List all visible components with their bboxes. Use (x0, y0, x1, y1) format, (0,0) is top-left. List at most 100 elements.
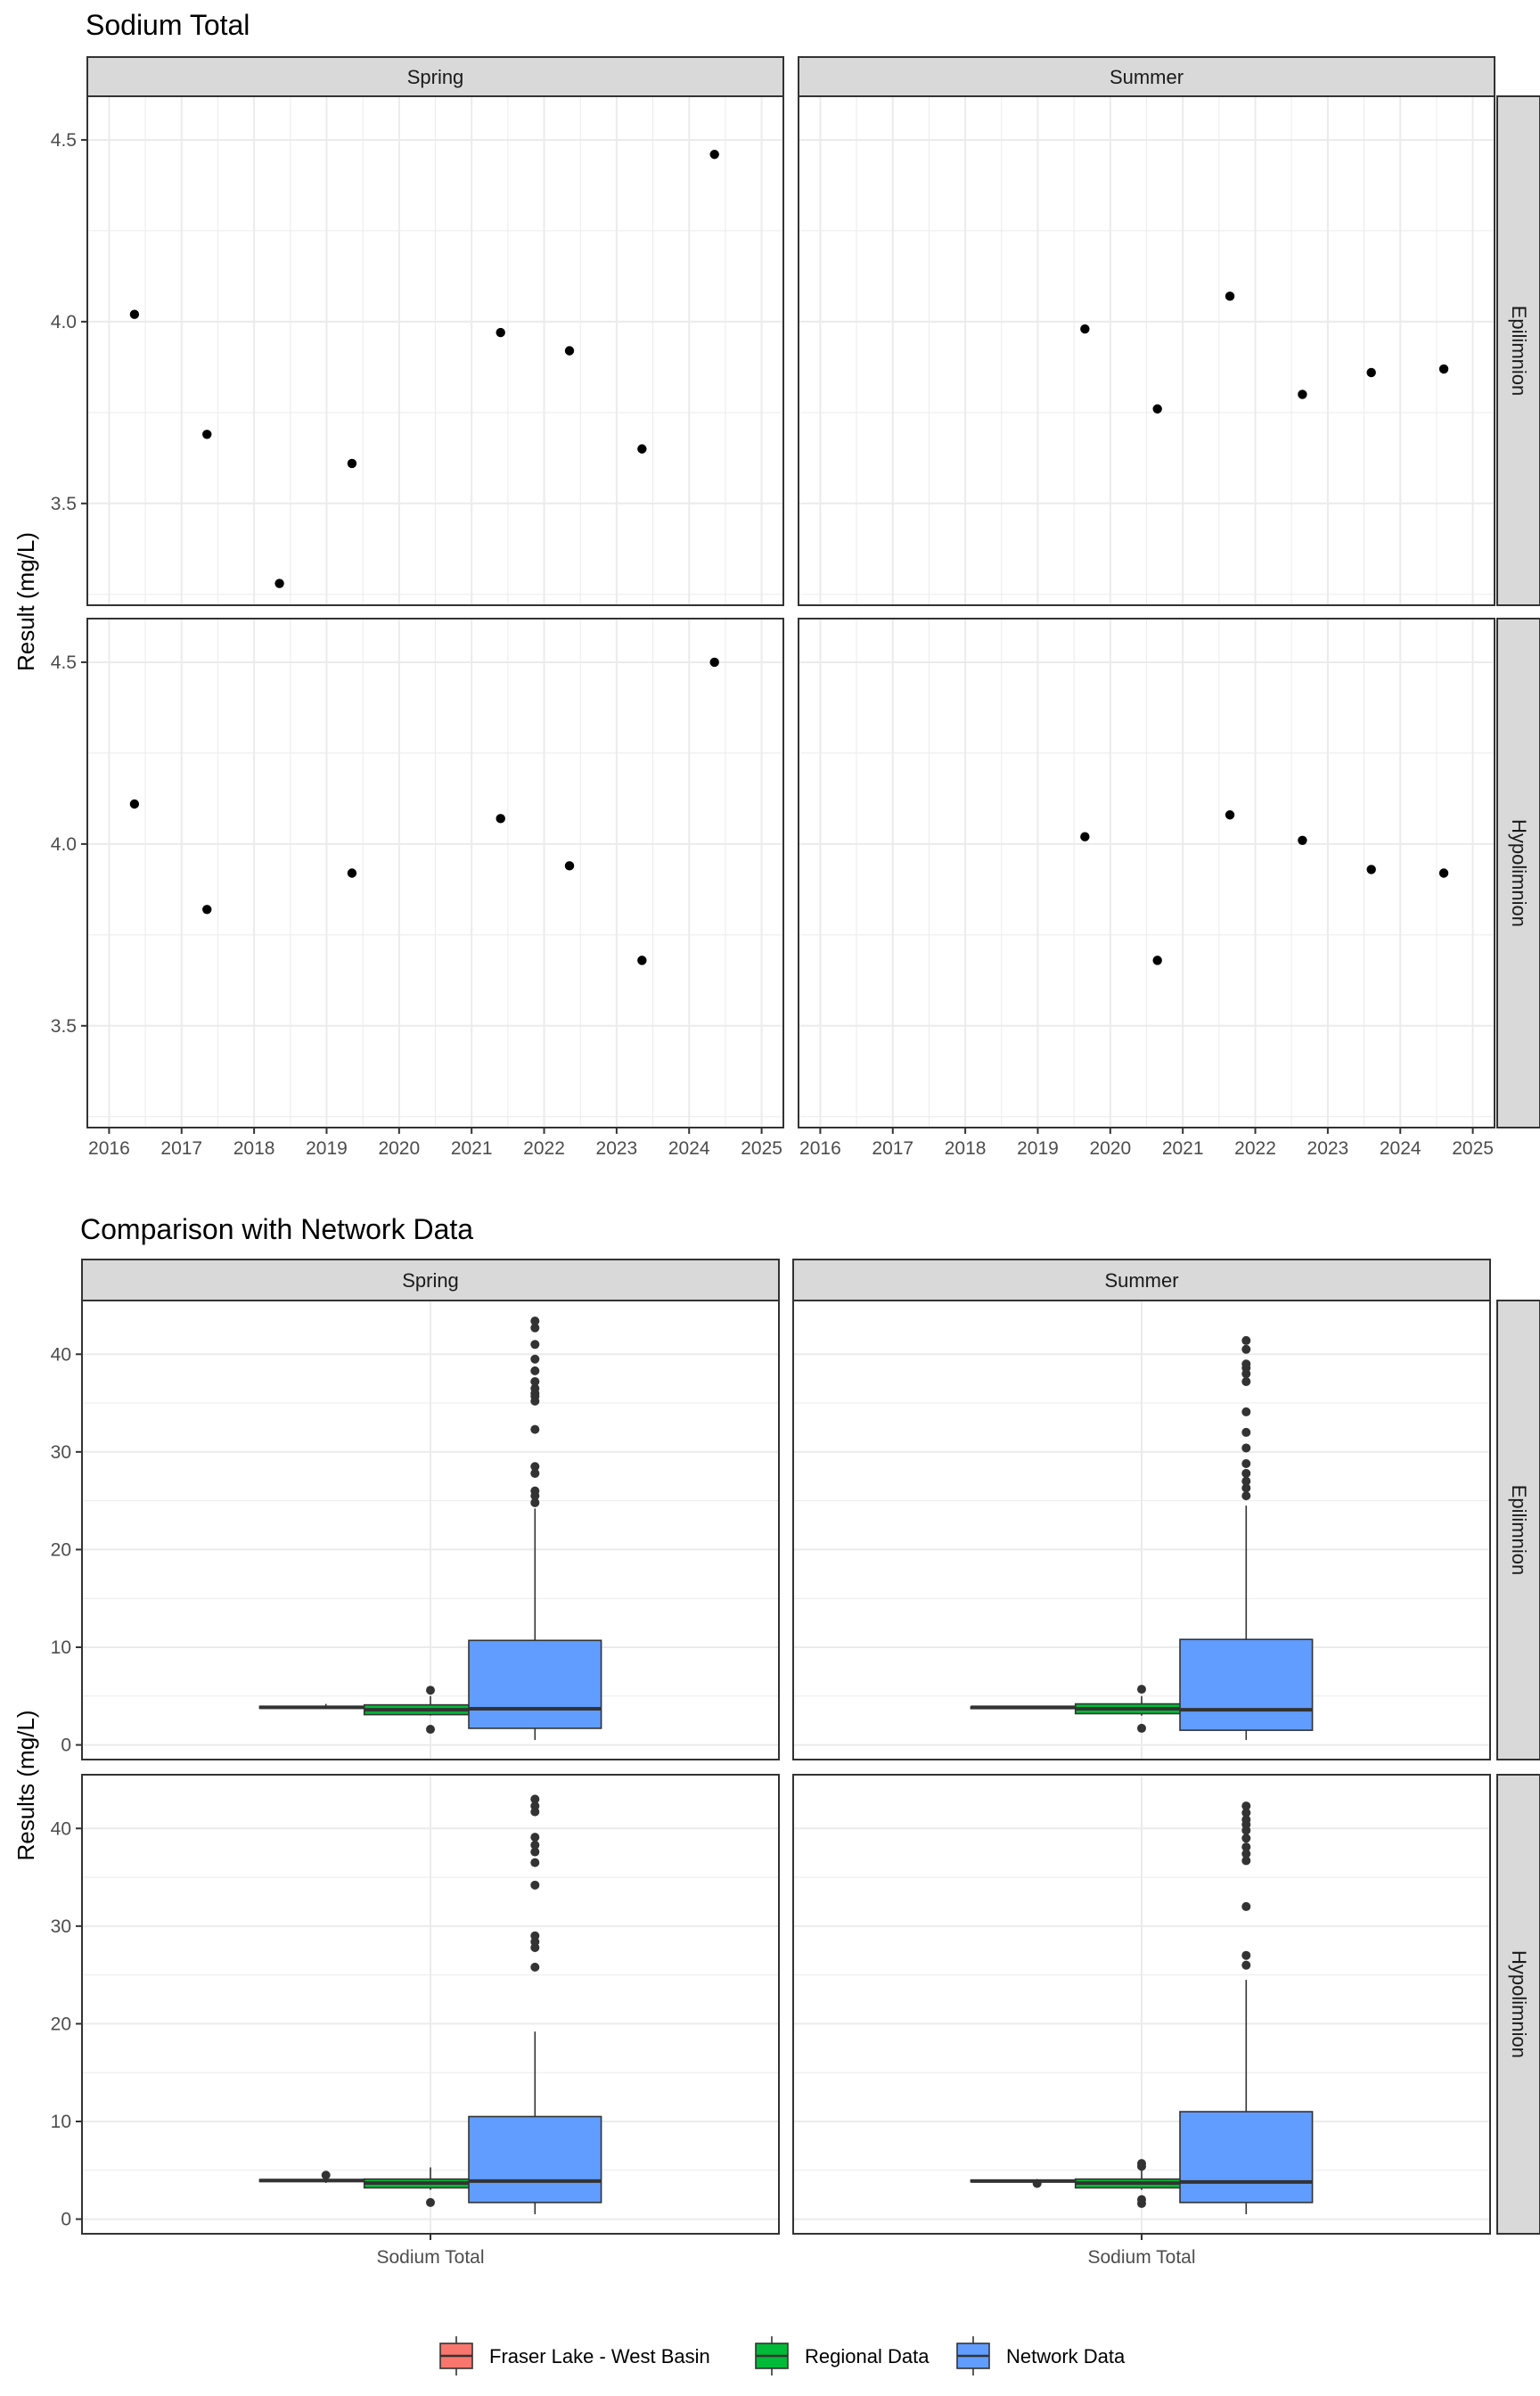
outlier-point (1241, 1407, 1251, 1416)
outlier-point (1137, 1685, 1146, 1694)
outlier-point (1137, 2199, 1146, 2209)
legend-item-network-data: Network Data (956, 2336, 1126, 2375)
box-panel-summer-hypolimnion (792, 1774, 1491, 2235)
data-point (496, 814, 505, 824)
data-point (347, 458, 357, 469)
outlier-point (1137, 1723, 1146, 1733)
outlier-point (530, 1858, 540, 1867)
strip-epilimnion (1496, 95, 1540, 606)
y-tick-label: 20 (51, 2014, 71, 2034)
box-network-data (1179, 1335, 1314, 1741)
outlier-point (530, 1340, 540, 1350)
outlier-point (1241, 1960, 1251, 1970)
y-tick-label: 0 (61, 1735, 71, 1756)
y-tick-label: 3.5 (51, 1016, 77, 1037)
outlier-point (530, 1498, 540, 1507)
outlier-point (530, 1847, 540, 1857)
scatter-panel-spring-epilimnion (86, 95, 784, 606)
outlier-point (530, 1366, 540, 1375)
scatter-y-axis-label: Result (mg/L) (12, 532, 39, 671)
panel-border (86, 618, 784, 1128)
data-point (274, 578, 284, 588)
data-point (709, 657, 719, 668)
scatter-panels: Spring Summer Epilimnion Hypolimnion 3.5 4.0 4… (51, 56, 1540, 1159)
outlier-point (530, 1840, 540, 1850)
outlier-point (1241, 1483, 1251, 1493)
x-tick-label: 2016 (88, 1138, 130, 1159)
x-tick-label: 2022 (1234, 1138, 1276, 1159)
outlier-point (1241, 1950, 1251, 1960)
strip-label-hypolimnion: Hypolimnion (1508, 819, 1530, 927)
box-y-axis-label: Results (mg/L) (12, 1710, 39, 1860)
data-point (1225, 810, 1235, 820)
scatter-chart-title: Sodium Total (86, 9, 250, 41)
x-tick-label: 2018 (233, 1138, 275, 1159)
x-tick-label: 2019 (306, 1138, 348, 1159)
outlier-point (1241, 1901, 1251, 1911)
y-tick-label: 40 (51, 1818, 71, 1839)
data-point (1080, 832, 1090, 841)
box-panel-summer-epilimnion (792, 1300, 1491, 1760)
outlier-point (1032, 2179, 1042, 2188)
outlier-point (530, 1486, 540, 1496)
x-tick-label: 2021 (1162, 1138, 1204, 1159)
data-point (1152, 956, 1162, 965)
outlier-point (530, 1424, 540, 1434)
data-point (637, 444, 647, 454)
y-tick-label: 3.5 (51, 494, 77, 514)
strip-spring (86, 56, 784, 97)
data-point (637, 956, 647, 965)
x-tick-label: 2025 (1452, 1138, 1494, 1159)
data-point (202, 430, 212, 439)
outlier-point (530, 1323, 540, 1333)
strip-label-epilimnion: Epilimnion (1508, 1485, 1530, 1576)
strip-epilimnion (1496, 1300, 1540, 1760)
outlier-point (1241, 1834, 1251, 1843)
box-network-data (468, 1317, 602, 1741)
strip-label-epilimnion: Epilimnion (1508, 306, 1530, 397)
outlier-point (530, 1833, 540, 1842)
scatter-panel-spring-hypolimnion (86, 618, 784, 1128)
data-point (1438, 868, 1449, 878)
outlier-point (426, 1686, 435, 1695)
data-point (1298, 390, 1307, 399)
outlier-point (1241, 1359, 1251, 1369)
legend: Fraser Lake - West Basin Regional Data Net… (439, 2336, 1126, 2375)
data-point (347, 868, 357, 878)
outlier-point (1241, 1344, 1251, 1354)
box-body (1179, 2111, 1314, 2203)
strip-spring (81, 1259, 780, 1301)
strip-label-summer: Summer (1110, 66, 1184, 88)
x-tick-label: 2024 (1380, 1138, 1421, 1159)
scatter-panel-summer-hypolimnion (798, 618, 1495, 1128)
y-tick-label: 0 (61, 2210, 71, 2230)
x-tick-label: 2017 (160, 1138, 202, 1159)
outlier-point (1241, 1458, 1251, 1468)
x-tick-label: 2019 (1017, 1138, 1059, 1159)
outlier-point (1241, 1856, 1251, 1866)
data-point (1298, 835, 1307, 845)
outlier-point (1241, 1808, 1251, 1818)
y-tick-label: 4.5 (51, 652, 77, 673)
y-tick-label: 4.0 (51, 312, 77, 332)
data-point (564, 861, 575, 871)
x-tick-label: 2016 (799, 1138, 841, 1159)
strip-summer (798, 56, 1495, 97)
outlier-point (1241, 1842, 1251, 1852)
outlier-point (530, 1462, 540, 1472)
outlier-point (530, 1801, 540, 1811)
outlier-point (1137, 2162, 1146, 2171)
outlier-point (1241, 1335, 1251, 1345)
y-tick-label: 10 (51, 1637, 71, 1658)
data-point (1366, 865, 1376, 874)
x-tick-label: 2024 (668, 1138, 710, 1159)
x-tick-label: 2018 (945, 1138, 987, 1159)
data-point (129, 309, 140, 319)
outlier-point (530, 1376, 540, 1386)
legend-item-fraser-lake-west-basin: Fraser Lake - West Basin (439, 2336, 710, 2375)
outlier-point (426, 1725, 435, 1735)
box-body (468, 1639, 602, 1729)
legend-label: Regional Data (805, 2345, 930, 2367)
outlier-point (1241, 1427, 1251, 1437)
